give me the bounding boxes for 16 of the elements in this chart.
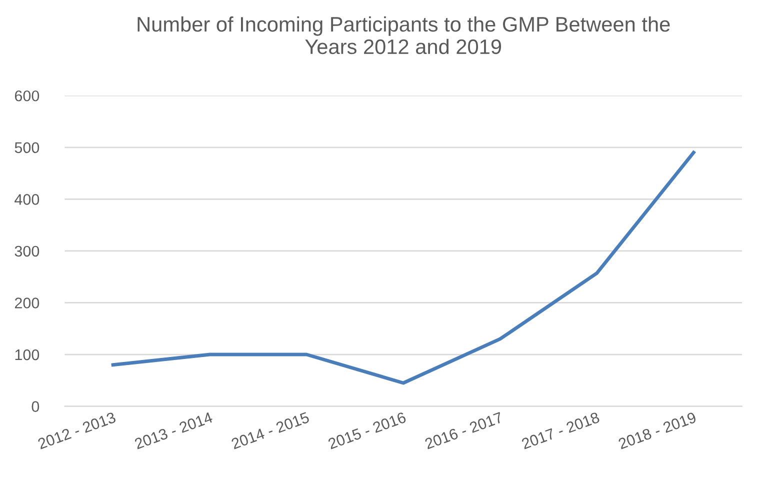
x-tick-label: 2013 - 2014: [134, 412, 214, 450]
x-tick-label: 2014 - 2015: [230, 412, 310, 450]
y-tick-label: 0: [32, 401, 40, 412]
y-tick-label: 100: [15, 349, 40, 360]
x-tick-label: 2015 - 2016: [328, 412, 407, 450]
x-tick-label: 2018 - 2019: [618, 412, 697, 450]
y-tick-label: 600: [14, 90, 40, 102]
y-tick-label: 200: [14, 298, 40, 308]
x-tick-label: 2016 - 2017: [424, 412, 504, 450]
y-tick-label: 300: [14, 246, 40, 257]
x-tick-label: 2017 - 2018: [521, 412, 600, 450]
x-tick-label: 2012 - 2013: [37, 412, 116, 450]
y-tick-label: 500: [14, 142, 40, 154]
y-tick-label: 400: [14, 194, 40, 205]
line-series: [111, 150, 696, 385]
chart-title: Number of Incoming Participants to the GMP Between the Years 2012 and 2019: [138, 16, 670, 54]
